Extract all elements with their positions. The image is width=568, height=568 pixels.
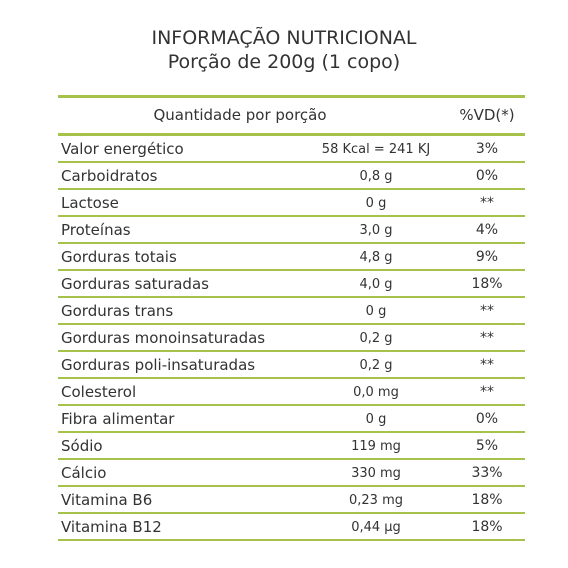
nutrient-name: Gorduras trans [61,302,174,320]
row-divider [58,512,525,514]
nutrient-vd: 33% [471,465,503,481]
table-header: Quantidade por porção %VD(*) [58,98,525,133]
table-row: Gorduras monoinsaturadas 0,2 g ** [58,325,525,350]
nutrient-vd: 0% [475,168,499,184]
header-quantity: Quantidade por porção [153,106,327,124]
header-bottom-rule [58,133,525,136]
table-row: Gorduras saturadas 4,0 g 18% [58,271,525,296]
row-divider [58,296,525,298]
nutrition-title: INFORMAÇÃO NUTRICIONAL Porção de 200g (1… [0,26,568,74]
nutrient-quantity: 0,44 µg [351,520,401,535]
nutrient-vd: ** [480,330,494,346]
row-divider [58,215,525,217]
nutrient-name: Sódio [61,437,103,455]
nutrient-quantity: 0 g [365,412,387,427]
nutrient-name: Fibra alimentar [61,410,175,428]
nutrient-quantity: 330 mg [351,466,401,481]
nutrient-name: Carboidratos [61,167,158,185]
title-heading: INFORMAÇÃO NUTRICIONAL [151,27,417,49]
nutrient-vd: ** [480,195,494,211]
nutrient-name: Cálcio [61,464,107,482]
nutrient-vd: ** [480,384,494,400]
row-divider [58,377,525,379]
nutrient-name: Gorduras totais [61,248,177,266]
nutrient-vd: 18% [471,276,503,292]
nutrient-quantity: 0,8 g [359,169,393,184]
nutrient-quantity: 0,2 g [359,331,393,346]
nutrient-name: Gorduras monoinsaturadas [61,329,266,347]
row-divider [58,242,525,244]
nutrient-vd: 5% [475,438,499,454]
nutrient-name: Valor energético [61,140,184,158]
row-divider [58,350,525,352]
table-row: Gorduras trans 0 g ** [58,298,525,323]
table-row: Colesterol 0,0 mg ** [58,379,525,404]
row-divider [58,188,525,190]
row-divider [58,161,525,163]
nutrient-quantity: 119 mg [351,439,401,454]
nutrient-name: Lactose [61,194,119,212]
table-row: Carboidratos 0,8 g 0% [58,163,525,188]
nutrient-quantity: 4,8 g [359,250,393,265]
table-row: Proteínas 3,0 g 4% [58,217,525,242]
nutrient-name: Colesterol [61,383,137,401]
row-divider [58,539,525,541]
nutrient-name: Proteínas [61,221,131,239]
nutrient-quantity: 4,0 g [359,277,393,292]
nutrient-vd: 18% [471,519,503,535]
nutrient-quantity: 3,0 g [359,223,393,238]
table-row: Gorduras poli-insaturadas 0,2 g ** [58,352,525,377]
table-row: Gorduras totais 4,8 g 9% [58,244,525,269]
nutrient-quantity: 0,0 mg [353,385,399,400]
nutrient-quantity: 0,2 g [359,358,393,373]
nutrient-quantity: 0,23 mg [349,493,403,508]
nutrient-vd: ** [480,303,494,319]
row-divider [58,323,525,325]
table-row: Fibra alimentar 0 g 0% [58,406,525,431]
table-row: Cálcio 330 mg 33% [58,460,525,485]
row-divider [58,269,525,271]
nutrient-vd: 4% [475,222,499,238]
row-divider [58,485,525,487]
nutrient-vd: 9% [475,249,499,265]
table-row: Lactose 0 g ** [58,190,525,215]
nutrient-vd: 18% [471,492,503,508]
nutrient-name: Gorduras saturadas [61,275,209,293]
row-divider [58,431,525,433]
nutrient-quantity: 0 g [365,304,387,319]
nutrient-name: Vitamina B6 [61,491,153,509]
table-row: Vitamina B12 0,44 µg 18% [58,514,525,539]
nutrient-vd: ** [480,357,494,373]
table-top-rule [58,95,525,98]
table-row: Valor energético 58 Kcal = 241 KJ 3% [58,136,525,161]
table-row: Sódio 119 mg 5% [58,433,525,458]
row-divider [58,404,525,406]
nutrient-name: Vitamina B12 [61,518,162,536]
nutrient-name: Gorduras poli-insaturadas [61,356,256,374]
nutrition-table: Quantidade por porção %VD(*) Valor energ… [58,95,525,541]
nutrient-quantity: 58 Kcal = 241 KJ [321,142,431,157]
table-row: Vitamina B6 0,23 mg 18% [58,487,525,512]
nutrient-quantity: 0 g [365,196,387,211]
header-vd: %VD(*) [459,106,515,124]
nutrient-vd: 3% [475,141,499,157]
nutrient-vd: 0% [475,411,499,427]
row-divider [58,458,525,460]
serving-size: Porção de 200g (1 copo) [167,51,401,73]
table-body: Valor energético 58 Kcal = 241 KJ 3% Carboi… [58,136,525,541]
